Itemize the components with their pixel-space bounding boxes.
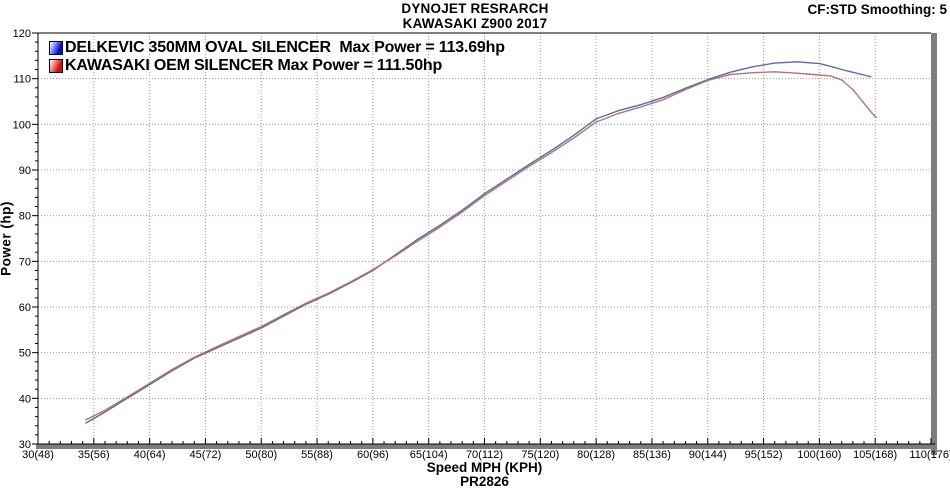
legend-swatch-red-icon <box>49 59 63 73</box>
x-tick-label: 35(56) <box>78 449 110 461</box>
x-tick-label: 60(96) <box>357 449 389 461</box>
x-tick-label: 90(144) <box>689 449 727 461</box>
x-tick-label: 85(136) <box>633 449 671 461</box>
chart-header: DYNOJET RESRARCH KAWASAKI Z900 2017 <box>0 1 950 31</box>
axis-bottom-bar <box>36 444 937 449</box>
y-tick-label: 40 <box>19 393 31 405</box>
x-tick-label: 45(72) <box>190 449 222 461</box>
x-tick-label: 70(112) <box>466 449 503 461</box>
y-tick-label: 30 <box>19 439 31 451</box>
chart-legend: DELKEVIC 350MM OVAL SILENCER Max Power =… <box>49 39 505 75</box>
legend-label-oem: KAWASAKI OEM SILENCER Max Power = 111.50… <box>65 57 443 74</box>
x-tick-label: 105(168) <box>853 449 897 461</box>
y-tick-label: 120 <box>13 28 31 40</box>
x-tick-label: 55(88) <box>301 449 333 461</box>
x-axis-label: Speed MPH (KPH) <box>426 460 543 475</box>
x-tick-label: 95(152) <box>745 449 783 461</box>
x-tick-label: 80(128) <box>577 449 615 461</box>
power-curve-oem <box>85 71 877 421</box>
power-curve-delkevic <box>85 61 872 424</box>
legend-row-oem: KAWASAKI OEM SILENCER Max Power = 111.50… <box>49 57 505 75</box>
x-tick-label: 110(176) <box>909 449 950 461</box>
title-line2: KAWASAKI Z900 2017 <box>402 16 548 31</box>
x-tick-label: 75(120) <box>521 449 559 461</box>
y-tick-label: 100 <box>13 119 31 131</box>
legend-swatch-blue-icon <box>49 41 63 55</box>
axis-right-bar <box>931 33 937 455</box>
y-tick-label: 50 <box>19 348 31 360</box>
x-tick-label: 65(104) <box>410 449 448 461</box>
legend-label-delkevic: DELKEVIC 350MM OVAL SILENCER Max Power =… <box>65 39 505 56</box>
y-tick-label: 80 <box>19 211 31 223</box>
title-line1: DYNOJET RESRARCH <box>401 1 549 16</box>
x-tick-label: 100(160) <box>797 449 841 461</box>
y-tick-label: 60 <box>19 302 31 314</box>
y-tick-label: 90 <box>19 165 31 177</box>
x-tick-label: 50(80) <box>245 449 277 461</box>
x-tick-label: 40(64) <box>134 449 166 461</box>
x-tick-label: 30(48) <box>22 449 54 461</box>
legend-row-delkevic: DELKEVIC 350MM OVAL SILENCER Max Power =… <box>49 39 505 57</box>
run-id-footer: PR2826 <box>460 474 509 488</box>
y-tick-label: 70 <box>19 256 31 268</box>
smoothing-note: CF:STD Smoothing: 5 <box>807 2 947 17</box>
y-tick-label: 110 <box>13 74 31 86</box>
